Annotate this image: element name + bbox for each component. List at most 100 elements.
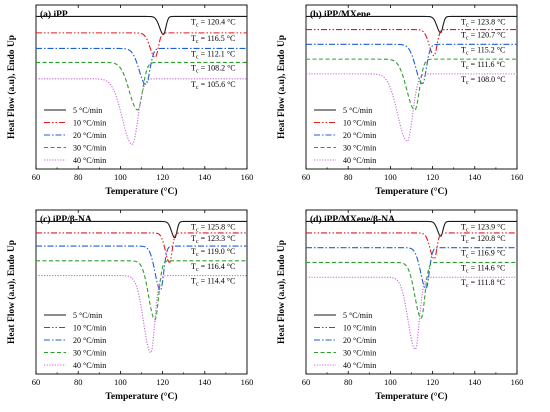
- series-line-4: [36, 260, 247, 321]
- series-line-2: [306, 232, 517, 260]
- x-tick-label: 80: [74, 377, 83, 387]
- tc-label-5: Tc = 114.4 °C: [191, 277, 235, 288]
- tc-label-5: Tc = 105.6 °C: [191, 80, 236, 91]
- series-line-5: [306, 276, 517, 350]
- legend-label-5: 40 °C/min: [73, 156, 106, 165]
- tc-label-1: Tc = 125.8 °C: [191, 222, 236, 233]
- legend-label-3: 20 °C/min: [343, 131, 376, 140]
- y-axis-title: Heat Flow (a.u), Endo Up: [6, 240, 17, 344]
- legend-label-2: 10 °C/min: [343, 324, 376, 333]
- legend-label-5: 40 °C/min: [343, 156, 376, 165]
- x-tick-label: 100: [114, 377, 127, 387]
- x-tick-label: 120: [426, 172, 439, 182]
- panel-title: (b) iPP/MXene: [310, 9, 370, 20]
- series-line-1: [36, 220, 247, 239]
- legend-label-4: 30 °C/min: [343, 144, 376, 153]
- series-line-5: [36, 78, 247, 146]
- y-axis-title: Heat Flow (a.u), Endo Up: [276, 240, 287, 344]
- x-tick-label: 140: [198, 377, 211, 387]
- x-axis-title: Temperature (°C): [375, 391, 447, 402]
- tc-label-1: Tc = 123.9 °C: [461, 222, 506, 233]
- tc-label-3: Tc = 119.0 °C: [191, 247, 235, 258]
- legend-label-4: 30 °C/min: [73, 144, 106, 153]
- tc-label-4: Tc = 116.4 °C: [191, 262, 235, 273]
- legend-label-3: 20 °C/min: [343, 336, 376, 345]
- series-line-3: [36, 245, 247, 292]
- legend-label-1: 5 °C/min: [73, 311, 102, 320]
- x-tick-label: 140: [468, 377, 481, 387]
- x-tick-label: 160: [511, 377, 524, 387]
- legend: 5 °C/min 10 °C/min 20 °C/min 30 °C/min 40 °C…: [314, 106, 376, 165]
- x-tick-label: 60: [302, 172, 311, 182]
- x-tick-label: 60: [302, 377, 311, 387]
- x-tick-label: 120: [156, 172, 169, 182]
- tc-label-2: Tc = 123.3 °C: [191, 234, 236, 245]
- x-tick-label: 80: [344, 172, 353, 182]
- x-tick-label: 140: [198, 172, 211, 182]
- tc-label-3: Tc = 115.2 °C: [461, 45, 505, 56]
- tc-label-2: Tc = 120.8 °C: [461, 234, 506, 245]
- x-axis-title: Temperature (°C): [105, 391, 177, 402]
- legend-label-1: 5 °C/min: [343, 311, 372, 320]
- tc-label-4: Tc = 108.2 °C: [191, 63, 236, 74]
- tc-label-5: Tc = 111.8 °C: [461, 278, 505, 289]
- legend-label-4: 30 °C/min: [73, 349, 106, 358]
- x-tick-label: 80: [74, 172, 83, 182]
- chart-panel-4: 60 80 100 120 140 160 Temperature (°C) Heat Flo…: [276, 209, 524, 402]
- tc-label-3: Tc = 112.1 °C: [191, 49, 235, 60]
- legend: 5 °C/min 10 °C/min 20 °C/min 30 °C/min 40 °C…: [44, 106, 106, 165]
- series-line-1: [306, 220, 517, 237]
- tc-label-2: Tc = 120.7 °C: [461, 31, 506, 42]
- legend-label-1: 5 °C/min: [73, 106, 102, 115]
- legend: 5 °C/min 10 °C/min 20 °C/min 30 °C/min 40 °C…: [314, 311, 376, 370]
- series-line-2: [306, 29, 517, 57]
- series-line-1: [306, 15, 517, 34]
- tc-label-5: Tc = 108.0 °C: [461, 75, 506, 86]
- legend-label-4: 30 °C/min: [343, 349, 376, 358]
- x-tick-label: 140: [468, 172, 481, 182]
- x-tick-label: 60: [32, 377, 41, 387]
- legend-label-1: 5 °C/min: [343, 106, 372, 115]
- panel-title: (a) iPP: [40, 9, 68, 20]
- y-axis-title: Heat Flow (a.u), Endo Up: [6, 35, 17, 139]
- legend-label-2: 10 °C/min: [343, 119, 376, 128]
- chart-panel-2: 60 80 100 120 140 160 Temperature (°C) Heat Flo…: [276, 4, 524, 197]
- series-line-4: [306, 58, 517, 111]
- tc-label-4: Tc = 114.6 °C: [461, 263, 505, 274]
- legend: 5 °C/min 10 °C/min 20 °C/min 30 °C/min 40 °C…: [44, 311, 106, 370]
- legend-label-5: 40 °C/min: [343, 361, 376, 370]
- x-tick-label: 160: [511, 172, 524, 182]
- series-line-4: [306, 261, 517, 320]
- tc-label-1: Tc = 123.8 °C: [461, 17, 506, 28]
- legend-label-3: 20 °C/min: [73, 131, 106, 140]
- series-line-3: [36, 47, 247, 86]
- y-axis-title: Heat Flow (a.u), Endo Up: [276, 35, 287, 139]
- x-tick-label: 100: [384, 377, 397, 387]
- legend-label-2: 10 °C/min: [73, 119, 106, 128]
- panel-title: (d) iPP/MXene/β-NA: [310, 214, 395, 225]
- x-tick-label: 120: [426, 377, 439, 387]
- series-line-2: [36, 32, 247, 59]
- x-tick-label: 160: [241, 377, 254, 387]
- tc-label-3: Tc = 116.9 °C: [461, 249, 505, 260]
- series-line-2: [36, 232, 247, 263]
- series-line-3: [306, 247, 517, 290]
- legend-label-3: 20 °C/min: [73, 336, 106, 345]
- series-line-3: [306, 43, 517, 85]
- legend-label-5: 40 °C/min: [73, 361, 106, 370]
- x-tick-label: 80: [344, 377, 353, 387]
- chart-panel-3: 60 80 100 120 140 160 Temperature (°C) Heat Flo…: [6, 209, 254, 402]
- x-tick-label: 160: [241, 172, 254, 182]
- legend-label-2: 10 °C/min: [73, 324, 106, 333]
- x-tick-label: 60: [32, 172, 41, 182]
- x-tick-label: 120: [156, 377, 169, 387]
- x-tick-label: 100: [384, 172, 397, 182]
- chart-panel-1: 60 80 100 120 140 160 Temperature (°C) Heat Flo…: [6, 4, 254, 197]
- panel-title: (c) iPP/β-NA: [40, 214, 92, 225]
- series-line-5: [306, 73, 517, 142]
- series-line-5: [36, 275, 247, 354]
- tc-label-1: Tc = 120.4 °C: [191, 17, 236, 28]
- tc-label-4: Tc = 111.6 °C: [461, 60, 505, 71]
- x-axis-title: Temperature (°C): [375, 186, 447, 197]
